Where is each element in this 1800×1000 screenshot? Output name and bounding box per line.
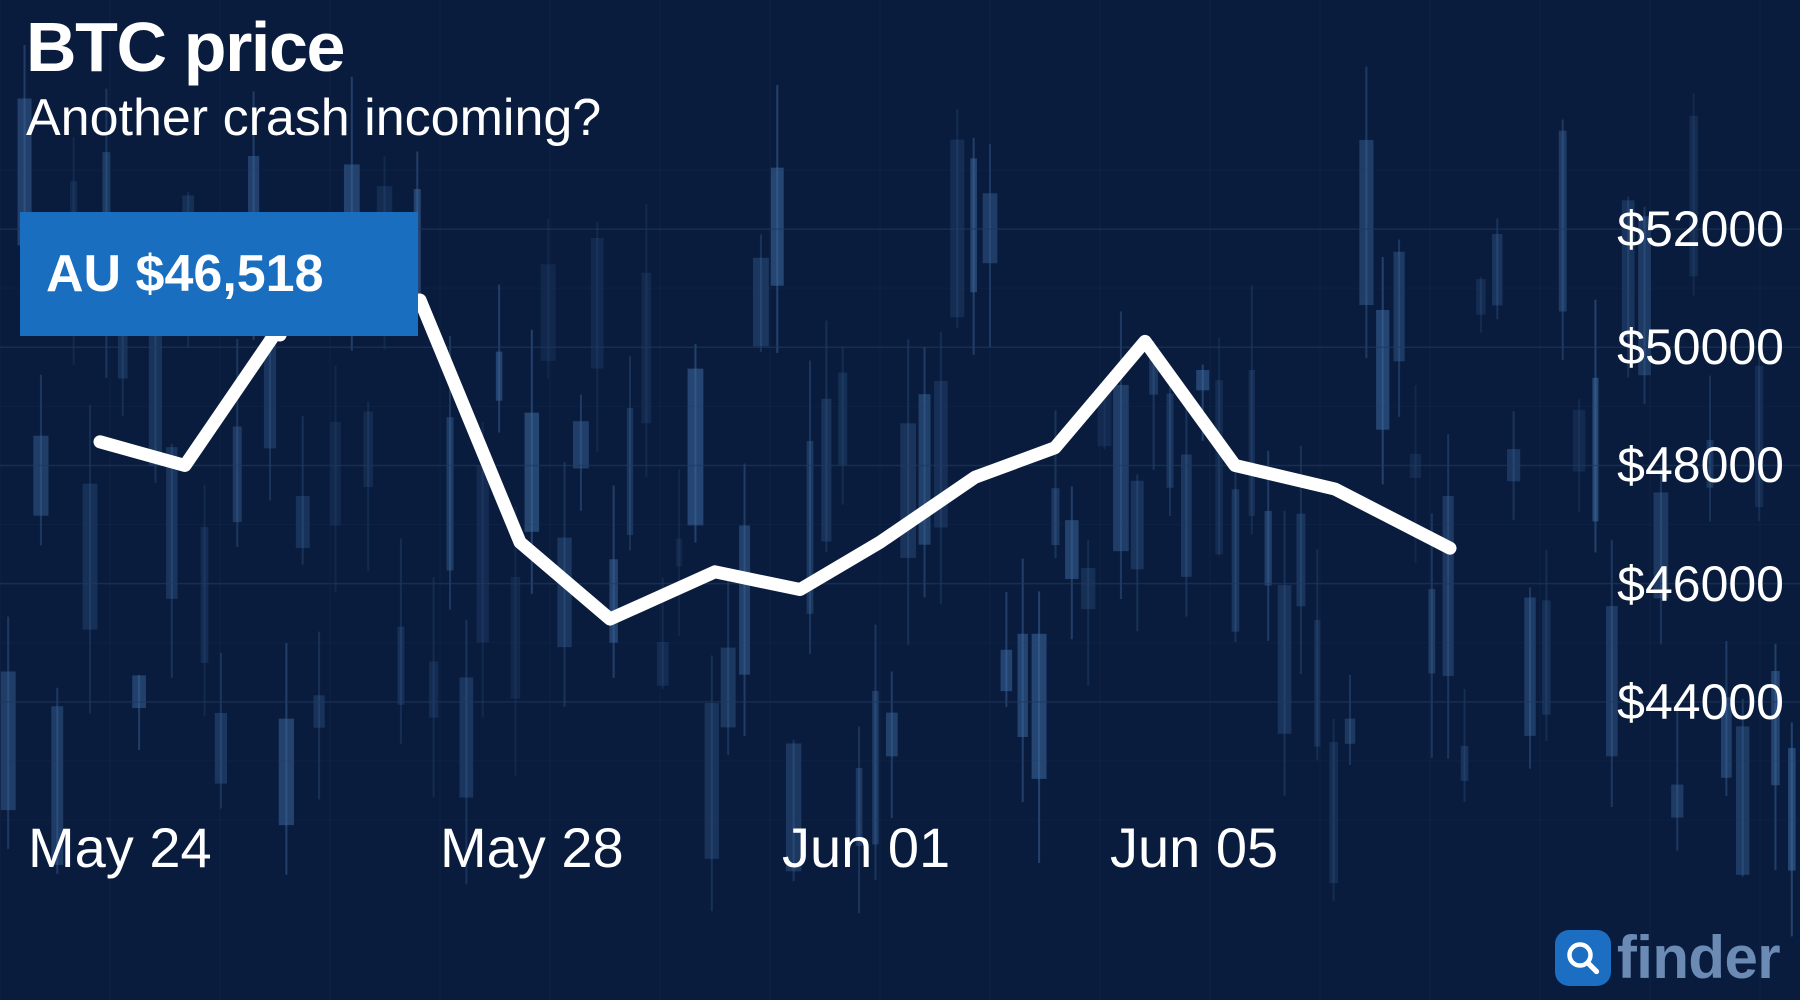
title-block: BTC price Another crash incoming? <box>26 12 601 147</box>
y-tick-label: $44000 <box>1617 673 1784 731</box>
magnifier-icon <box>1555 930 1611 986</box>
chart-subtitle: Another crash incoming? <box>26 90 601 147</box>
price-badge-label: AU $46,518 <box>46 244 324 304</box>
y-axis: $52000 $50000 $48000 $46000 $44000 <box>1525 0 1800 1000</box>
x-axis: May 24May 28Jun 01Jun 05 <box>0 860 1800 1000</box>
price-badge: AU $46,518 <box>20 212 418 336</box>
y-tick-label: $52000 <box>1617 200 1784 258</box>
y-tick-label: $50000 <box>1617 318 1784 376</box>
x-tick-label: May 28 <box>440 815 624 880</box>
x-tick-label: May 24 <box>28 815 212 880</box>
y-tick-label: $46000 <box>1617 555 1784 613</box>
btc-price-chart: BTC price Another crash incoming? AU $46… <box>0 0 1800 1000</box>
brand-logo: finder <box>1555 923 1780 992</box>
x-tick-label: Jun 05 <box>1110 815 1278 880</box>
brand-text: finder <box>1617 923 1780 992</box>
chart-title: BTC price <box>26 12 601 82</box>
x-tick-label: Jun 01 <box>782 815 950 880</box>
y-tick-label: $48000 <box>1617 436 1784 494</box>
